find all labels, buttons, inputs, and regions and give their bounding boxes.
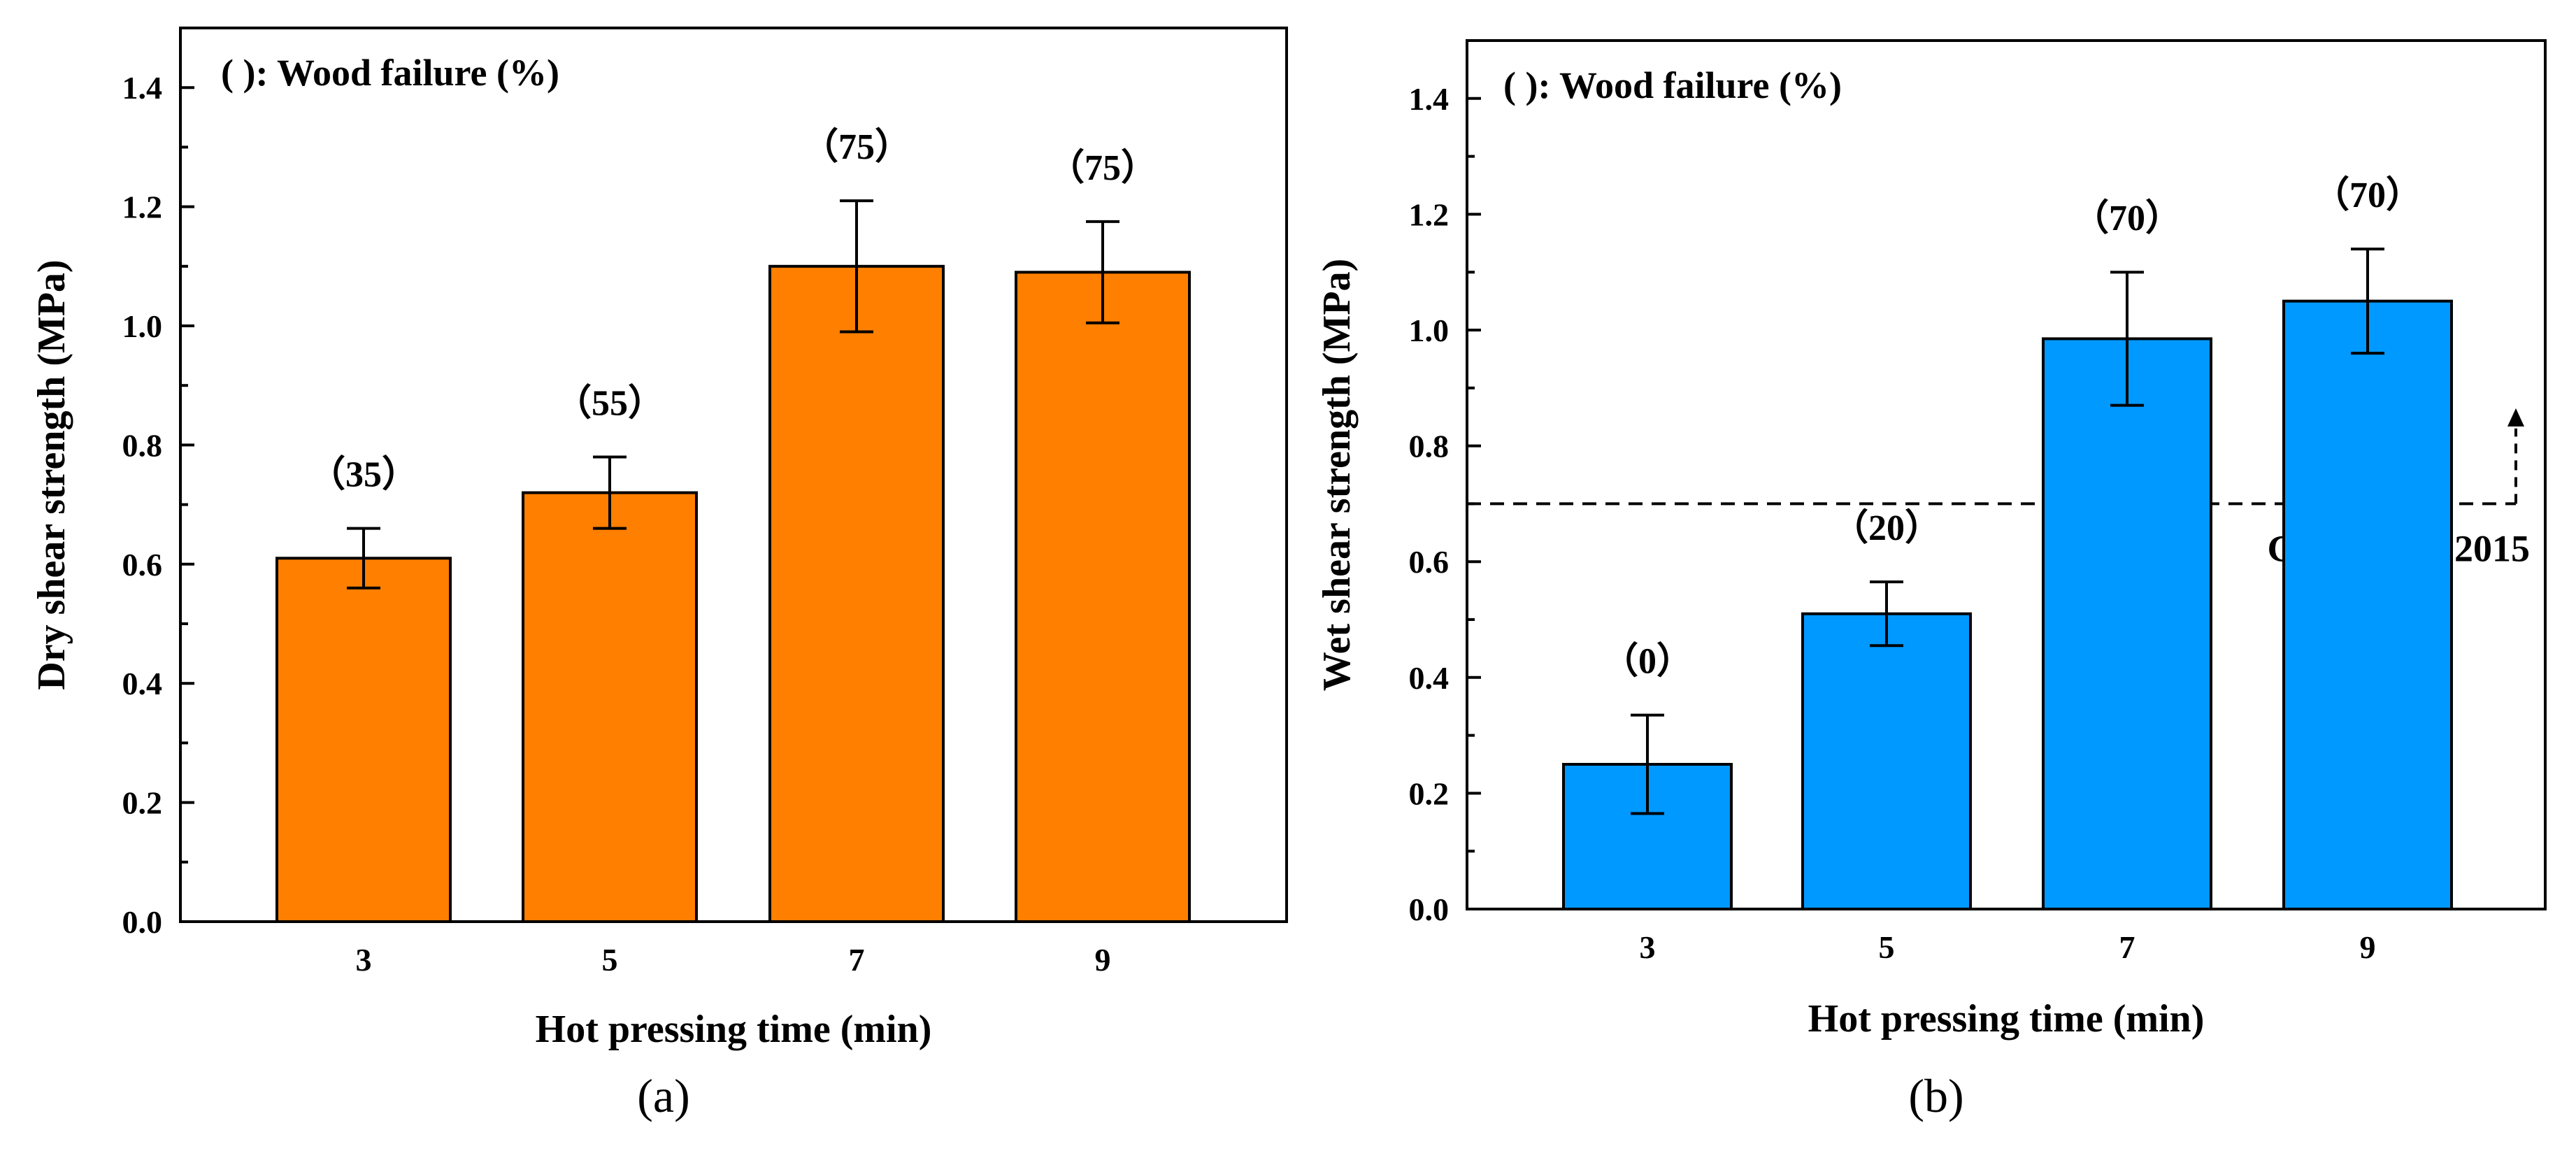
panel-caption: (b) [1908,1069,1963,1122]
bar-data-label: （55） [555,383,664,423]
x-tick-label: 5 [1879,929,1895,965]
y-tick-label: 0.6 [1409,544,1450,580]
bar [768,264,945,923]
panel-caption: (a) [637,1069,689,1122]
x-tick-label: 7 [2119,929,2135,965]
bar-data-label: （75） [1048,148,1157,188]
y-tick-label: 0.6 [122,547,163,582]
x-tick-label: 9 [2360,929,2376,965]
x-tick-label: 7 [849,942,865,978]
y-axis: 0.0 0.2 0.4 0.6 0.8 1.0 1.2 1.4 [1409,39,1481,927]
bar [522,491,698,923]
bars: （35） （55） （75） （75） [276,127,1191,923]
y-tick-label: 0.0 [122,904,163,940]
y-tick-label: 1.4 [122,70,163,106]
bar [276,557,452,923]
panel-a-dry-shear-chart: 0.0 0.2 0.4 0.6 0.8 1.0 1.2 1.4 3 5 7 9 （35） （55） （75）… [30,27,1288,1122]
x-tick-label: 5 [602,942,618,978]
x-axis-title: Hot pressing time (min) [536,1008,932,1051]
y-tick-label: 1.0 [1409,313,1450,348]
wood-failure-annotation: ( ): Wood failure (%) [221,52,559,94]
y-tick-label: 0.2 [1409,775,1450,811]
plot-frame [179,27,1288,923]
bar-data-label: （20） [1832,508,1941,548]
y-tick-label: 0.8 [122,427,163,463]
y-tick-label: 0.4 [122,666,163,701]
x-axis: 3 5 7 9 [356,908,1111,978]
y-tick-label: 0.2 [122,785,163,821]
x-tick-label: 9 [1095,942,1111,978]
bars: （0） （20） （70） （70） [1562,175,2453,911]
y-tick-label: 0.0 [1409,892,1450,927]
plot-frame [1466,39,2547,910]
x-tick-label: 3 [1640,929,1656,965]
bar [2042,337,2212,911]
y-tick-label: 1.0 [122,308,163,344]
y-axis-title: Wet shear strength (MPa) [1315,259,1359,692]
bar-data-label: （70） [2073,198,2182,238]
y-tick-label: 1.2 [122,190,163,225]
bar [1015,271,1191,923]
x-axis: 3 5 7 9 [1640,895,2376,965]
wood-failure-annotation: ( ): Wood failure (%) [1503,64,1842,106]
y-axis-title: Dry shear strength (MPa) [30,259,73,689]
y-tick-label: 0.4 [1409,660,1450,696]
x-tick-label: 3 [356,942,372,978]
bar [1801,612,1972,910]
reference-arrow-head [2507,408,2524,427]
x-axis-title: Hot pressing time (min) [1808,997,2205,1041]
bar-data-label: （70） [2313,175,2422,215]
bar-data-label: （0） [1602,641,1693,682]
y-tick-label: 1.4 [1409,81,1450,117]
y-axis: 0.0 0.2 0.4 0.6 0.8 1.0 1.2 1.4 [122,27,194,940]
y-tick-label: 1.2 [1409,196,1450,232]
bar-data-label: （35） [309,455,418,495]
panel-b-wet-shear-chart: 0.00.20.40.60.81.01.21.43579GB/T 9846-20… [1315,39,2547,1122]
bar-data-label: （75） [802,127,911,167]
bar [2282,299,2453,911]
y-tick-label: 0.8 [1409,429,1450,464]
